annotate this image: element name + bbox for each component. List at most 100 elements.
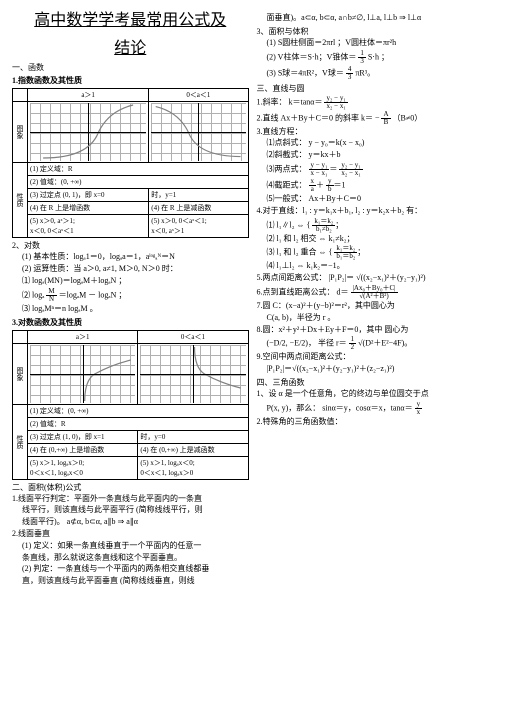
area-2c: (2) 判定：一条直线与一个平面内的两条相交直线都垂 (12, 564, 249, 575)
right-column: 面垂直)。a⊂α, b⊂α, a∩b≠∅, l⊥a, l⊥b ⇒ l⊥α 3、面… (257, 10, 494, 587)
exp-d3b: 时，y=1 (149, 189, 248, 202)
frac-13a: 13 (358, 50, 366, 65)
r2-8b: 半径 r＝ (318, 339, 347, 348)
r2-2a: 2.直线 Ax＋By＋C＝0 的斜率 k＝ − (257, 113, 380, 122)
log-3: ⑴ logₐ(MN)＝logₐM＋logₐN ； (12, 276, 249, 287)
r2-5: 5.两点间距离公式： |P₁P₂|＝ √((x₂−x₁)²＋(y₂−y₁)²) (257, 273, 494, 284)
section-area: 二、面积(体积)公式 (12, 482, 249, 493)
log-d5a: (5) x＞1, logₐx＞0; (30, 458, 135, 468)
r2-8: 8.圆：x²＋y²＋Dx＋Ey＋F＝0，其中 圆心为 (257, 325, 494, 336)
r2-4c-l: ⑶ l₁ 和 l₂ 重合 ⇔ (267, 248, 327, 257)
r3-1b: P(x, y)，那么： sinα＝y，cosα＝x，tanα＝ yx (257, 401, 494, 416)
r3-1: 1、设 α 是一个任意角，它的终边与单位圆交于点 (257, 389, 494, 400)
exp-graph-1 (30, 103, 146, 161)
log-d1: (1) 定义域：(0, +∞) (28, 404, 249, 417)
r2-3d: ⑷截距式： xa＋ yb＝1 (257, 178, 494, 193)
exp-h1: a＞1 (28, 89, 149, 102)
log-h2: 0＜a＜1 (138, 330, 248, 343)
exp-d2: (2) 值域：(0, +∞) (28, 176, 249, 189)
frac-tan: yx (415, 401, 423, 416)
log-d2: (2) 值域：R (28, 417, 249, 430)
r2-4a-l: ⑴ l₁∥l₂ ⇔ (267, 220, 305, 229)
doc-title-2: 结论 (12, 34, 249, 58)
r3-2: 2.特殊角的三角函数值： (257, 417, 494, 428)
section-func: 一、函数 (12, 62, 249, 73)
log-row-img: 图象 (13, 343, 28, 404)
log-5: ⑶ logₐMⁿ＝n logₐM 。 (12, 304, 249, 315)
exp-d4a: (4) 在 R 上是增函数 (28, 202, 149, 215)
frac-2pt-r: y₂ − y₁x₂ − x₁ (339, 162, 362, 177)
r1-1: (1) S圆柱侧面＝2πrl ；V圆柱体＝πr²h (257, 38, 494, 49)
r2-3c-l: ⑶两点式： (267, 164, 307, 173)
frac-2pt-l: y − y₁x − x₁ (309, 162, 330, 177)
r2-4c: ⑶ l₁ 和 l₂ 重合 ⇔ { k₁＝k₂b₁＝b₂； (257, 245, 494, 260)
log-4b: ＝logₐM － logₐN ； (59, 290, 127, 299)
exp-graph-2 (151, 103, 245, 161)
r2-7b: C(a, b)，半径为 r 。 (257, 313, 494, 324)
log-1: (1) 基本性质：logₐ1＝0，logₐa＝1，aˡᵒᵍₐᴺ＝N (12, 252, 249, 263)
r1-3: (3) S球＝4πR²，V球＝ 43 πR³。 (257, 66, 494, 81)
log-d4a: (4) 在 (0,+∞) 上是增函数 (28, 443, 138, 456)
r2-8d: (−D/2, −E/2)， (267, 339, 316, 348)
area-2a: (1) 定义：如果一条直线垂直于一个平面内的任意一 (12, 541, 249, 552)
r2-3a: ⑴点斜式： y − y₀＝k(x − x₀) (257, 138, 494, 149)
area-2: 2.线面垂直 (12, 529, 249, 540)
r2-2: 2.直线 Ax＋By＋C＝0 的斜率 k＝ − AB （B≠0） (257, 111, 494, 126)
exp-d6a: x＜0, 0＜aˣ＜1 (30, 226, 146, 236)
exp-d1: (1) 定义域：R (28, 163, 249, 176)
r2-4a: ⑴ l₁∥l₂ ⇔ { k₁＝k₂b₁≠b₂； (257, 218, 494, 233)
r2-1: 1.斜率： k＝tanα＝ y₂ − y₁x₂ − x₁ (257, 95, 494, 110)
log-4: ⑵ logₐ MN ＝logₐM － logₐN ； (12, 288, 249, 303)
exp-d5b: (5) x＞0, 0＜aˣ＜1; (151, 216, 245, 226)
exp-h2: 0＜a＜1 (149, 89, 248, 102)
r2-6: 6.点到直线距离公式： d＝ |Ax₀＋By₀＋C|√(A²＋B²) (257, 285, 494, 300)
r2-8x: (−D/2, −E/2)， 半径 r＝ 12 √(D²＋E²−4F)。 (257, 336, 494, 351)
r2-7: 7.圆 C：(x−a)²＋(y−b)²＝r²，其中圆心为 (257, 301, 494, 312)
frac-slope: y₂ − y₁x₂ − x₁ (324, 95, 347, 110)
r2-3c: ⑶两点式： y − y₁x − x₁＝ y₂ − y₁x₂ − x₁ (257, 162, 494, 177)
r2-9b: |P₁P₂|＝√((x₂−x₁)²＋(y₂−y₁)²＋(z₂−z₁)²) (257, 364, 494, 375)
log-row-prop: 性质 (13, 404, 28, 479)
section-log: 2、对数 (12, 240, 249, 251)
r2-5a: 5.两点间距离公式： |P₁P₂|＝ (257, 273, 355, 282)
r2-4d: ⑷ l₁⊥l₂ ⇔ k₁k₂＝−1。 (257, 261, 494, 272)
r2-3b: ⑵斜截式： y＝kx＋b (257, 150, 494, 161)
sys-2: k₁＝k₂b₁＝b₂ (334, 245, 357, 260)
r1-2a: (2) V柱体＝S·h；V锥体＝ (267, 52, 357, 61)
r2-2b: （B≠0） (393, 113, 423, 122)
section-logfn: 3.对数函数及其性质 (12, 317, 249, 328)
log-4a: ⑵ logₐ (22, 290, 44, 299)
r1-2b: S·h ； (368, 52, 389, 61)
log-d4b: (4) 在 (0,+∞) 上是减函数 (138, 443, 248, 456)
exp-row-img: 图象 (13, 102, 28, 163)
r2-3e: ⑸一般式： Ax＋By＋C＝0 (257, 194, 494, 205)
r0a: 面垂直)。a⊂α, b⊂α, a∩b≠∅, l⊥a, l⊥b ⇒ l⊥α (257, 13, 494, 24)
r2-4b: ⑵ l₁ 和 l₂ 相交 ⇔ k₁≠k₂； (257, 234, 494, 245)
r3-1b-l: P(x, y)，那么： sinα＝y，cosα＝x，tanα＝ (267, 403, 413, 412)
log-d6b: 0＜x＜1, logₐx＞0 (140, 468, 245, 478)
area-1c: 线面平行)。 a⊄α, b⊂α, a∥b ⇒ a∥α (12, 517, 249, 528)
frac-int-y: yb (326, 178, 334, 193)
exp-d6b: x＜0, aˣ＞1 (151, 226, 245, 236)
log-graph-2 (140, 345, 245, 403)
exp-table: a＞1 0＜a＜1 图象 性质 (1) 定义域：R (2) 值域：(0, +∞)… (12, 88, 249, 238)
frac-mn: MN (46, 288, 56, 303)
log-table: a＞1 0＜a＜1 图象 性质 (1) 定义域：(0, +∞) (2) 值域：R… (12, 330, 249, 480)
log-d3b: 时，y=0 (138, 430, 248, 443)
exp-row-prop: 性质 (13, 163, 28, 238)
left-column: 高中数学学考最常用公式及 结论 一、函数 1.指数函数及其性质 a＞1 0＜a＜… (12, 10, 249, 587)
r2-6a: 6.点到直线距离公式： d＝ (257, 287, 349, 296)
r1-2: (2) V柱体＝S·h；V锥体＝ 13 S·h ； (257, 50, 494, 65)
log-h1: a＞1 (28, 330, 138, 343)
r1-3b: πR³。 (355, 68, 375, 77)
r2-1a: 1.斜率： k＝tanα＝ (257, 97, 323, 106)
area-2b: 条直线，那么就说这条直线和这个平面垂直。 (12, 553, 249, 564)
exp-d5a: (5) x＞0, aˣ＞1; (30, 216, 146, 226)
doc-title-1: 高中数学学考最常用公式及 (12, 10, 249, 32)
r2-5b: √((x₂−x₁)²＋(y₂−y₁)²) (356, 273, 425, 282)
r2-3: 3.直线方程： (257, 127, 494, 138)
exp-d3a: (3) 过定点 (0, 1)，即 x=0 (28, 189, 149, 202)
area-2d: 直，则该直线与此平面垂直 (简称线线垂直，则线 (12, 576, 249, 587)
frac-dist: |Ax₀＋By₀＋C|√(A²＋B²) (351, 285, 398, 300)
area-1: 1.线面平行判定：平面外一条直线与此平面内的一条直 (12, 494, 249, 505)
